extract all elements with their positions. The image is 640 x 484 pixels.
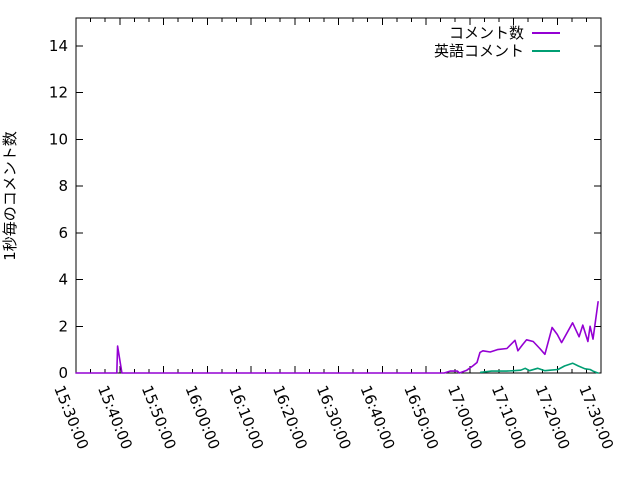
- x-tick-label: 17:00:00: [444, 383, 486, 452]
- plot-border: [75, 17, 602, 374]
- y-tick-label: 6: [58, 224, 68, 242]
- y-tick-label: 8: [58, 177, 68, 195]
- legend-label-english-comments: 英語コメント: [434, 42, 524, 60]
- y-tick-label: 14: [49, 37, 68, 55]
- legend-label-comment-count: コメント数: [449, 24, 524, 42]
- x-tick-label: 17:20:00: [532, 383, 574, 452]
- y-tick-label: 4: [58, 271, 68, 289]
- x-tick-label: 16:30:00: [313, 383, 355, 452]
- y-tick-label: 0: [58, 364, 68, 382]
- x-tick-label: 17:30:00: [575, 383, 617, 452]
- series-line-english-comments: [479, 362, 599, 374]
- x-tick-label: 15:30:00: [50, 383, 92, 452]
- x-tick-label: 15:50:00: [138, 383, 180, 452]
- y-tick-label: 10: [49, 130, 68, 148]
- x-tick-label: 16:10:00: [225, 383, 267, 452]
- series-line-comment-count: [75, 300, 599, 374]
- x-tick-label: 16:50:00: [400, 383, 442, 452]
- x-tick-label: 15:40:00: [94, 383, 136, 452]
- y-tick-label: 2: [58, 317, 68, 335]
- x-tick-label: 16:40:00: [357, 383, 399, 452]
- x-tick-label: 16:00:00: [182, 383, 224, 452]
- y-axis-title: 1秒毎のコメント数: [1, 131, 19, 261]
- y-tick-label: 12: [49, 84, 68, 102]
- x-tick-label: 17:10:00: [488, 383, 530, 452]
- x-tick-label: 16:20:00: [269, 383, 311, 452]
